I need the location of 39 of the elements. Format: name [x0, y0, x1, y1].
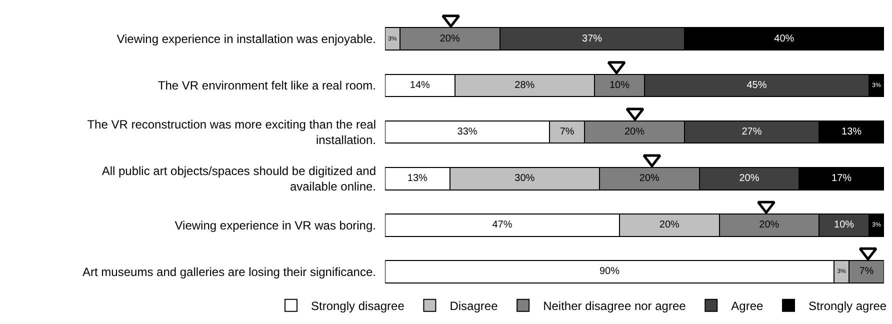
data-label: 90%	[599, 266, 620, 278]
data-label: 27%	[742, 126, 762, 138]
data-label: 10%	[834, 220, 854, 231]
y-tick-label: The VR reconstruction was more exciting than the real installation.	[87, 117, 376, 148]
legend-label: Strongly disagree	[311, 299, 405, 314]
point	[626, 108, 644, 121]
y-tick-label: Art museums and galleries are losing their significance.	[82, 264, 376, 279]
data-label: 20%	[624, 126, 645, 138]
data-label: 30%	[514, 173, 535, 184]
data-label: 20%	[639, 173, 660, 184]
point	[642, 154, 662, 168]
data-label: 45%	[746, 80, 767, 91]
data-label: 40%	[774, 33, 794, 44]
y-tick-label: Viewing experience in VR was boring.	[174, 218, 376, 232]
data-label: 20%	[739, 173, 760, 184]
data-label: 28%	[514, 80, 535, 91]
legend-label: Neither disagree nor agree	[543, 299, 686, 314]
y-tick-label: Viewing experience in installation was enjoyable.	[116, 32, 376, 46]
data-label: 17%	[832, 173, 852, 184]
data-label: 20%	[440, 33, 460, 44]
point	[442, 14, 460, 28]
legend-label: Agree	[731, 299, 764, 314]
data-label: 37%	[582, 33, 602, 44]
data-label: 7%	[859, 266, 874, 278]
y-tick-label: The VR environment felt like a real room.	[158, 78, 376, 93]
legend-label: Disagree	[450, 299, 498, 314]
data-label: 47%	[492, 220, 512, 231]
data-label: 20%	[659, 220, 680, 231]
data-label: 13%	[407, 173, 428, 184]
data-label: 33%	[457, 126, 478, 138]
legend-label: Strongly agree	[808, 299, 887, 314]
y-tick-label: All public art objects/spaces should be digitized and available online.	[102, 164, 376, 194]
point	[858, 247, 878, 260]
data-label: 13%	[842, 126, 862, 138]
data-label: 20%	[759, 220, 780, 231]
data-label: 14%	[410, 80, 430, 91]
data-label: 10%	[609, 80, 630, 91]
point	[607, 61, 626, 74]
data-label: 7%	[560, 126, 574, 138]
